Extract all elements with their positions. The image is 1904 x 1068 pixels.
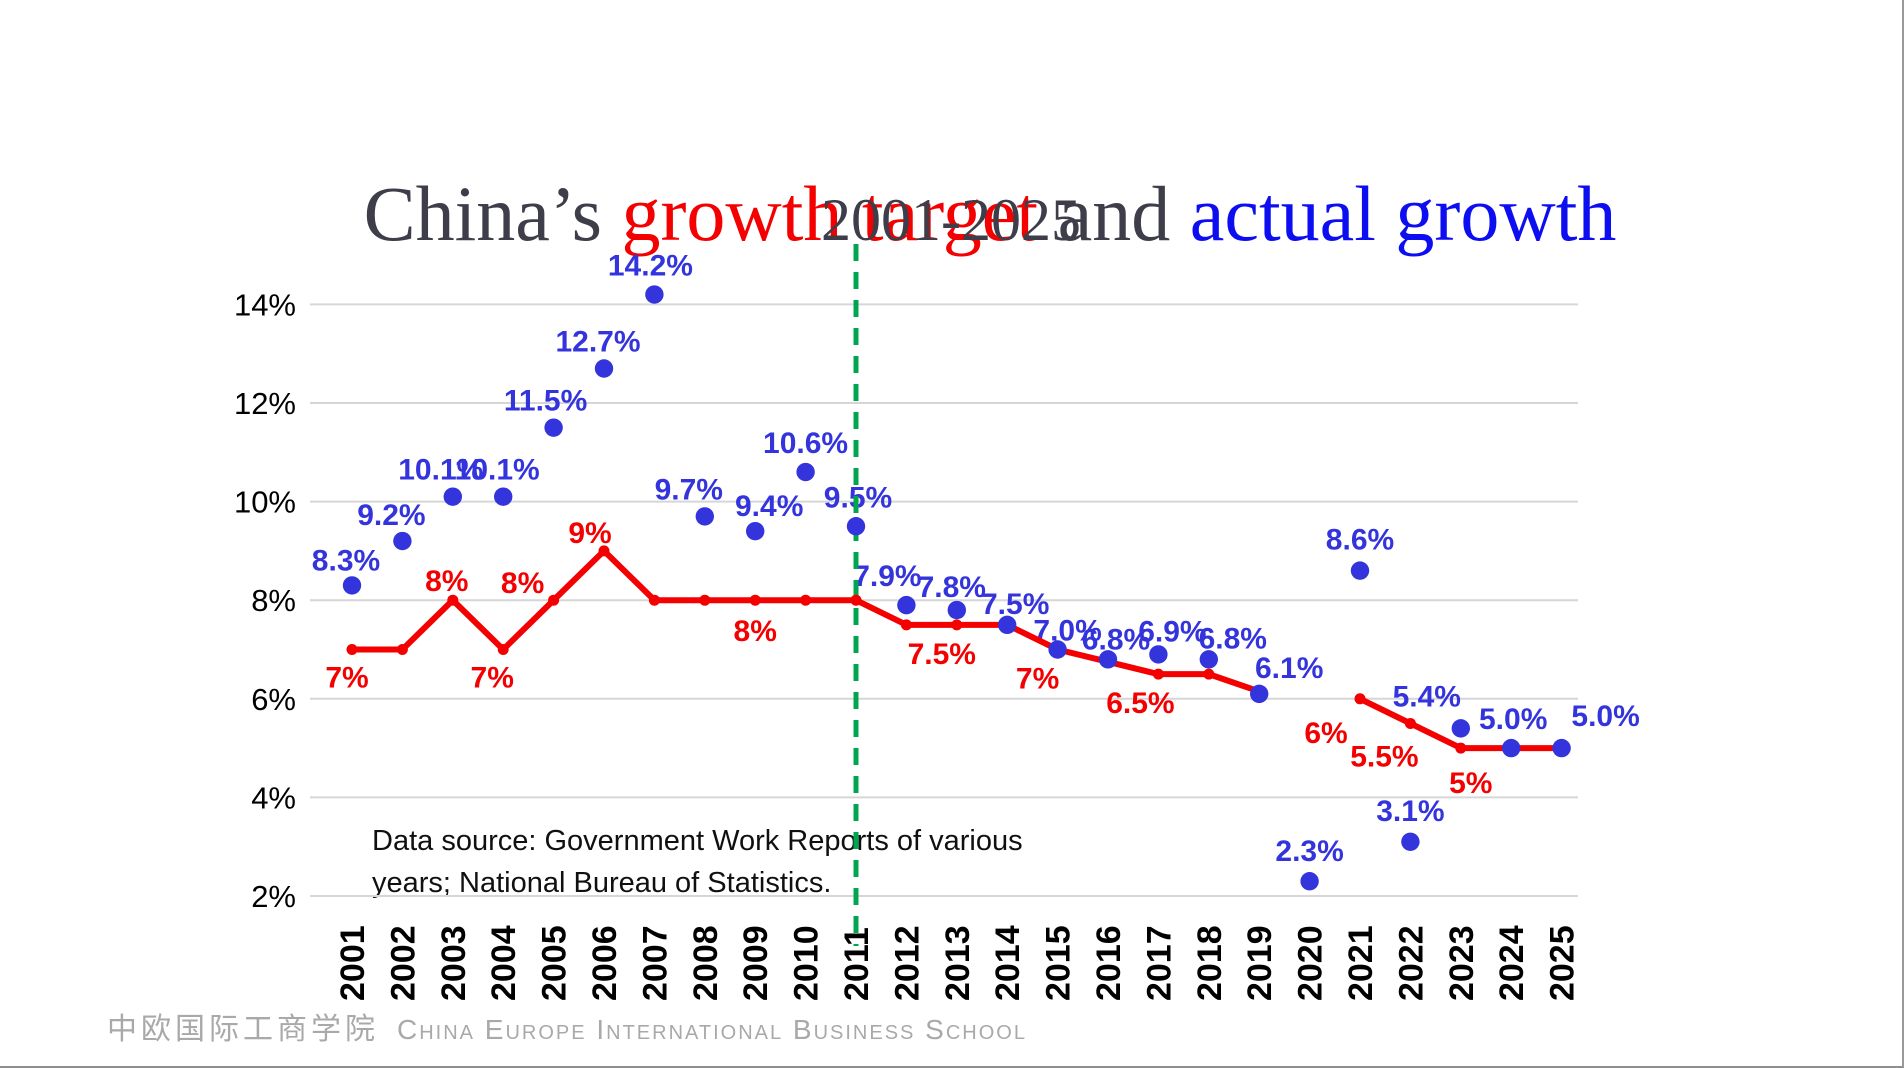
svg-text:9.5%: 9.5% (824, 481, 892, 514)
svg-text:10.6%: 10.6% (763, 427, 848, 460)
x-axis-labels: 2001 2002 2003 2004 2005 2006 2007 2008 2009 2010… (334, 925, 1582, 1001)
svg-text:12%: 12% (234, 386, 296, 421)
svg-text:2024: 2024 (1493, 925, 1531, 1001)
svg-text:2015: 2015 (1040, 925, 1078, 1001)
title-part-actual-growth: actual growth (1189, 170, 1617, 258)
svg-text:7%: 7% (1016, 663, 1059, 696)
svg-text:2004: 2004 (485, 925, 523, 1001)
svg-text:2008: 2008 (687, 925, 725, 1001)
gridlines (310, 303, 1578, 897)
svg-text:2009: 2009 (737, 925, 775, 1001)
svg-text:6.5%: 6.5% (1106, 687, 1174, 720)
svg-text:5.0%: 5.0% (1479, 703, 1547, 736)
svg-text:8%: 8% (734, 615, 777, 648)
svg-text:9.7%: 9.7% (655, 473, 723, 506)
svg-text:2.3%: 2.3% (1275, 835, 1343, 868)
svg-text:5.4%: 5.4% (1393, 680, 1461, 713)
footer-logo: 中欧国际工商学院 China Europe International Busi… (107, 1004, 1307, 1048)
svg-text:6.9%: 6.9% (1138, 615, 1206, 648)
target-series (346, 545, 1568, 754)
data-source-line-2: years; National Bureau of Statistics. (372, 867, 832, 900)
svg-text:2023: 2023 (1443, 925, 1481, 1001)
svg-text:2003: 2003 (435, 925, 473, 1001)
svg-text:8%: 8% (425, 565, 468, 598)
svg-text:2018: 2018 (1191, 925, 1229, 1001)
target-labels: 7% 8% 7% 8% 9% 8% 7.5% 7% 6.5% 6%5.5% 5% (325, 517, 1492, 800)
page-subtitle: 2001-2025 (821, 187, 1081, 253)
svg-text:2021: 2021 (1342, 925, 1380, 1001)
svg-text:10%: 10% (234, 485, 296, 520)
data-source-line-1: Data source: Government Work Reports of … (372, 825, 1023, 857)
svg-text:2001: 2001 (334, 925, 372, 1001)
svg-text:5.0%: 5.0% (1571, 700, 1639, 733)
svg-text:7.5%: 7.5% (908, 638, 976, 671)
svg-text:2002: 2002 (384, 925, 422, 1001)
title-part-growth-target: growth target (621, 170, 1039, 258)
svg-text:5%: 5% (1449, 767, 1492, 800)
y-axis-labels: 2%4%6%8%10%12%14% (234, 287, 296, 914)
svg-text:8%: 8% (501, 567, 544, 600)
actual-labels: 8.3%9.2%10.1%10.1%11.5%12.7%14.2%9.7%9.4… (312, 250, 1640, 869)
svg-text:2013: 2013 (939, 925, 977, 1001)
svg-text:7%: 7% (325, 662, 368, 695)
page-title: China’s growth target and actual growth (0, 88, 1902, 341)
svg-text:10.1%: 10.1% (455, 454, 540, 487)
svg-text:7.8%: 7.8% (918, 571, 986, 604)
svg-text:2010: 2010 (788, 925, 826, 1001)
svg-text:2019: 2019 (1241, 925, 1279, 1001)
svg-text:2020: 2020 (1292, 925, 1330, 1001)
svg-text:9.4%: 9.4% (735, 490, 803, 523)
svg-text:2007: 2007 (636, 925, 674, 1001)
title-part-and: and (1038, 170, 1190, 258)
data-source-note: Data source: Government Work Reports of … (372, 820, 1072, 904)
svg-text:2022: 2022 (1392, 925, 1430, 1001)
svg-text:2%: 2% (251, 879, 296, 914)
title-part-chinas: China’s (363, 170, 622, 258)
svg-text:10.1%: 10.1% (398, 454, 483, 487)
svg-text:8.3%: 8.3% (312, 544, 380, 577)
svg-text:5.5%: 5.5% (1350, 740, 1418, 773)
svg-text:7.0%: 7.0% (1033, 615, 1101, 648)
svg-text:2005: 2005 (536, 925, 574, 1001)
svg-text:8.6%: 8.6% (1326, 524, 1394, 557)
svg-text:2017: 2017 (1140, 925, 1178, 1001)
svg-text:8%: 8% (251, 583, 296, 618)
svg-text:6%: 6% (1304, 717, 1347, 750)
svg-text:4%: 4% (251, 780, 296, 815)
actual-series (342, 285, 1571, 891)
svg-text:2014: 2014 (989, 925, 1027, 1001)
svg-text:6%: 6% (251, 682, 296, 717)
svg-text:9.2%: 9.2% (357, 499, 425, 532)
svg-text:9%: 9% (568, 517, 611, 550)
svg-text:2016: 2016 (1090, 925, 1128, 1001)
svg-text:7%: 7% (471, 662, 514, 695)
svg-text:6.8%: 6.8% (1082, 623, 1150, 656)
ceibs-logo-english: China Europe International Business Scho… (397, 1014, 1027, 1045)
svg-text:2011: 2011 (838, 927, 876, 1001)
svg-text:2006: 2006 (586, 925, 624, 1001)
svg-text:2025: 2025 (1544, 925, 1582, 1001)
svg-text:7.5%: 7.5% (981, 588, 1049, 621)
svg-text:6.8%: 6.8% (1199, 622, 1267, 655)
svg-text:7.9%: 7.9% (853, 560, 921, 593)
svg-text:3.1%: 3.1% (1376, 795, 1444, 828)
svg-text:6.1%: 6.1% (1255, 652, 1323, 685)
svg-text:2012: 2012 (888, 925, 926, 1001)
ceibs-logo-chinese: 中欧国际工商学院 (107, 1013, 379, 1046)
svg-text:11.5%: 11.5% (504, 385, 587, 418)
